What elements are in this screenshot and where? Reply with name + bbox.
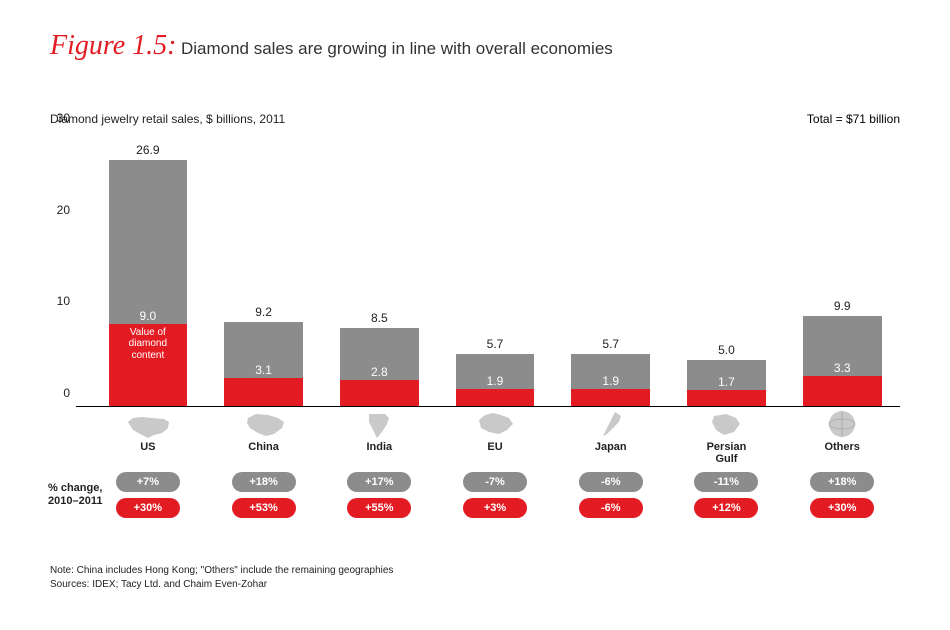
x-axis-baseline xyxy=(76,406,900,407)
figure-label: Figure 1.5: xyxy=(50,30,177,61)
bar-content-value: 3.3 xyxy=(803,361,882,375)
region-column: PersianGulf -11% +12% xyxy=(669,408,785,518)
bar-total-value: 5.7 xyxy=(571,337,650,351)
figure-header: Figure 1.5: Diamond sales are growing in… xyxy=(50,30,613,62)
region-column: Japan -6% -6% xyxy=(553,408,669,518)
india-map-icon xyxy=(355,408,403,440)
change-pill-red: +30% xyxy=(810,498,874,518)
bar-content-value: 3.1 xyxy=(224,363,303,377)
bar-column: 9.2 3.1 xyxy=(206,132,322,406)
bar-stack: 5.71.9 xyxy=(571,354,650,406)
bar-segment-total xyxy=(109,160,188,323)
region-columns: US +7% +30% China +18% +53% India +17% +55% EU -7%… xyxy=(90,408,900,518)
region-name: PersianGulf xyxy=(707,442,747,466)
region-name: India xyxy=(366,442,392,466)
region-name: China xyxy=(248,442,279,466)
bar-stack: 9.23.1 xyxy=(224,322,303,406)
note-line: Note: China includes Hong Kong; "Others"… xyxy=(50,564,393,578)
bar-content-value: 9.0 xyxy=(109,309,188,323)
region-column: EU -7% +3% xyxy=(437,408,553,518)
bar-segment-content: 1.9 xyxy=(571,389,650,406)
bar-column: 5.0 1.7 xyxy=(669,132,785,406)
change-pill-red: -6% xyxy=(579,498,643,518)
change-pill-grey: -11% xyxy=(694,472,758,492)
globe-map-icon xyxy=(818,408,866,440)
region-footer: US +7% +30% China +18% +53% India +17% +55% EU -7%… xyxy=(90,408,900,518)
bar-column: 5.7 1.9 xyxy=(553,132,669,406)
bar-content-value: 1.9 xyxy=(456,374,535,388)
bar-column: 9.9 3.3 xyxy=(784,132,900,406)
bar-content-value: 1.7 xyxy=(687,375,766,389)
y-tick: 10 xyxy=(57,294,70,308)
china-map-icon xyxy=(240,408,288,440)
y-tick: 30 xyxy=(57,111,70,125)
bar-segment-content: 1.9 xyxy=(456,389,535,406)
bar-stack: 26.99.0Value ofdiamondcontent xyxy=(109,160,188,406)
content-caption: Value ofdiamondcontent xyxy=(109,327,188,362)
us-map-icon xyxy=(124,408,172,440)
bar-stack: 5.71.9 xyxy=(456,354,535,406)
change-pill-red: +12% xyxy=(694,498,758,518)
region-name: Others xyxy=(824,442,859,466)
bar-segment-content: 1.7 xyxy=(687,390,766,406)
percent-change-label: % change,2010–2011 xyxy=(48,482,102,507)
sources-line: Sources: IDEX; Tacy Ltd. and Chaim Even-… xyxy=(50,578,393,592)
region-column: China +18% +53% xyxy=(206,408,322,518)
bar-column: 8.5 2.8 xyxy=(321,132,437,406)
bar-column: 26.99.0Value ofdiamondcontent xyxy=(90,132,206,406)
region-name: EU xyxy=(487,442,502,466)
figure-caption: Diamond sales are growing in line with o… xyxy=(181,39,613,58)
bar-total-value: 9.2 xyxy=(224,305,303,319)
change-pill-red: +3% xyxy=(463,498,527,518)
bar-total-value: 8.5 xyxy=(340,311,419,325)
bars-container: 26.99.0Value ofdiamondcontent9.23.18.52.… xyxy=(90,132,900,406)
bar-stack: 8.52.8 xyxy=(340,328,419,406)
bar-stack: 9.93.3 xyxy=(803,316,882,406)
change-pill-grey: -7% xyxy=(463,472,527,492)
total-label: Total = $71 billion xyxy=(807,112,900,126)
y-tick: 20 xyxy=(57,203,70,217)
bar-segment-content: 9.0Value ofdiamondcontent xyxy=(109,324,188,406)
bar-total-value: 5.0 xyxy=(687,343,766,357)
change-pill-grey: +17% xyxy=(347,472,411,492)
bar-total-value: 5.7 xyxy=(456,337,535,351)
figure-notes: Note: China includes Hong Kong; "Others"… xyxy=(50,564,393,591)
change-pill-red: +30% xyxy=(116,498,180,518)
y-axis-title: Diamond jewelry retail sales, $ billions… xyxy=(50,112,900,126)
change-pill-grey: +18% xyxy=(232,472,296,492)
change-pill-red: +53% xyxy=(232,498,296,518)
chart-plot: 0102030 26.99.0Value ofdiamondcontent9.2… xyxy=(76,132,900,407)
region-column: India +17% +55% xyxy=(321,408,437,518)
bar-stack: 5.01.7 xyxy=(687,360,766,406)
region-name: Japan xyxy=(595,442,627,466)
region-column: US +7% +30% xyxy=(90,408,206,518)
y-tick: 0 xyxy=(63,386,70,400)
bar-column: 5.7 1.9 xyxy=(437,132,553,406)
change-pill-red: +55% xyxy=(347,498,411,518)
region-column: Others +18% +30% xyxy=(784,408,900,518)
change-pill-grey: -6% xyxy=(579,472,643,492)
bar-total-value: 9.9 xyxy=(803,299,882,313)
chart-area: Diamond jewelry retail sales, $ billions… xyxy=(50,112,900,407)
bar-segment-content: 3.3 xyxy=(803,376,882,406)
bar-segment-content: 3.1 xyxy=(224,378,303,406)
bar-total-value: 26.9 xyxy=(109,143,188,157)
eu-map-icon xyxy=(471,408,519,440)
y-axis: 0102030 xyxy=(50,132,74,407)
bar-content-value: 2.8 xyxy=(340,365,419,379)
region-name: US xyxy=(140,442,155,466)
japan-map-icon xyxy=(587,408,635,440)
bar-segment-content: 2.8 xyxy=(340,380,419,406)
gulf-map-icon xyxy=(702,408,750,440)
change-pill-grey: +18% xyxy=(810,472,874,492)
bar-content-value: 1.9 xyxy=(571,374,650,388)
change-pill-grey: +7% xyxy=(116,472,180,492)
